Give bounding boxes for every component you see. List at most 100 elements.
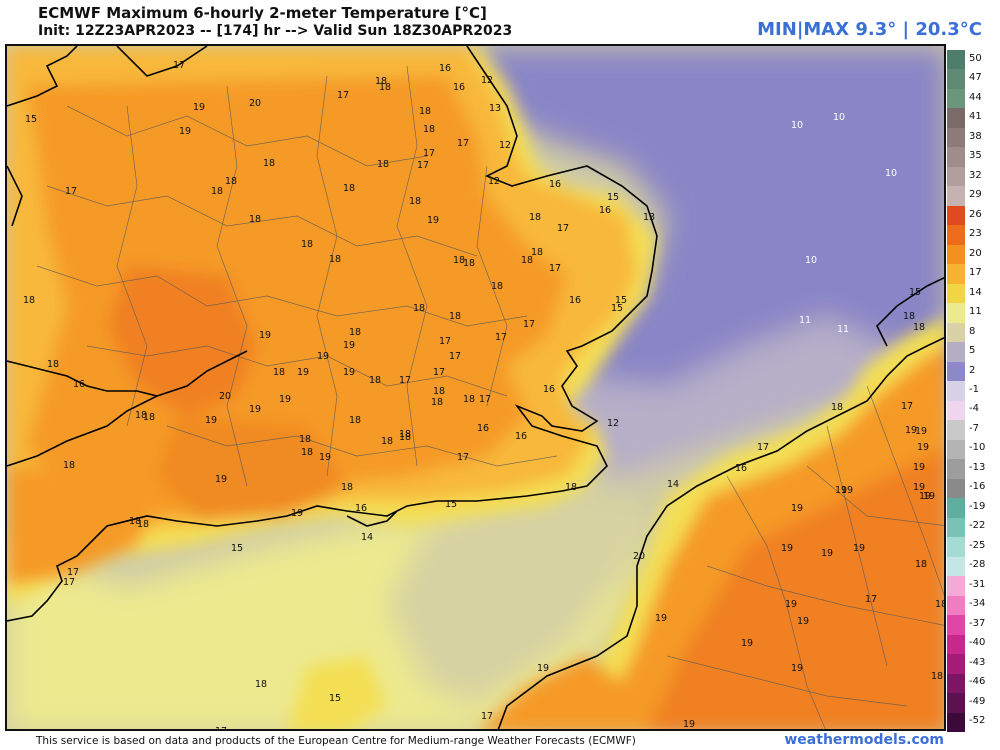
scale-swatch: [947, 498, 965, 519]
temperature-label: 10: [805, 255, 817, 266]
scale-swatch: [947, 420, 965, 441]
temperature-label: 17: [549, 263, 561, 274]
temperature-label: 12: [607, 418, 619, 429]
temperature-label: 15: [25, 114, 37, 125]
scale-swatch: [947, 537, 965, 558]
temperature-label: 19: [279, 394, 291, 405]
temperature-label: 18: [831, 402, 843, 413]
temperature-label: 10: [833, 112, 845, 123]
scale-label: -1: [969, 384, 979, 395]
temperature-label: 12: [481, 75, 493, 86]
scale-label: -25: [969, 539, 986, 551]
temperature-label: 17: [173, 60, 185, 71]
temperature-label: 19: [291, 508, 303, 519]
scale-label: -13: [969, 461, 986, 473]
temperature-label: 15: [445, 499, 457, 510]
continent-deep-orange: [648, 447, 944, 729]
south-england-deep-orange: [157, 416, 347, 521]
temperature-label: 19: [917, 442, 929, 453]
temperature-label: 17: [67, 567, 79, 578]
temperature-label: 18: [375, 76, 387, 87]
scale-label: -37: [969, 617, 986, 629]
temperature-label: 18: [255, 679, 267, 690]
scale-swatch: [947, 244, 965, 265]
temperature-label: 18: [23, 295, 35, 306]
temperature-label: 18: [299, 434, 311, 445]
temperature-label: 19: [853, 543, 865, 554]
temperature-label: 13: [643, 212, 655, 223]
temperature-label: 18: [413, 303, 425, 314]
temperature-label: 18: [329, 254, 341, 265]
temperature-label: 17: [65, 186, 77, 197]
scale-swatch: [947, 127, 965, 148]
temperature-label: 14: [667, 479, 679, 490]
scale-label: 38: [969, 130, 982, 142]
temperature-label: 16: [73, 379, 85, 390]
temperature-label: 17: [481, 711, 493, 722]
scale-swatch: [947, 673, 965, 694]
scale-label: 44: [969, 91, 982, 103]
scale-swatch: [947, 595, 965, 616]
temperature-label: 17: [63, 577, 75, 588]
scale-swatch: [947, 381, 965, 402]
temperature-label: 13: [489, 103, 501, 114]
temperature-label: 17: [557, 223, 569, 234]
scale-label: 11: [969, 306, 982, 318]
temperature-label: 18: [449, 311, 461, 322]
temperature-label: 18: [349, 415, 361, 426]
scale-label: 2: [969, 364, 976, 376]
north-sea-cool-field: [567, 316, 944, 476]
temperature-label: 18: [565, 482, 577, 493]
site-link[interactable]: weathermodels.com: [784, 732, 944, 748]
temperature-label: 17: [399, 375, 411, 386]
scale-label: -31: [969, 578, 986, 590]
temperature-label: 15: [611, 303, 623, 314]
temperature-label: 19: [427, 215, 439, 226]
temperature-label: 16: [735, 463, 747, 474]
north-sea-cold-field: [477, 46, 944, 396]
scale-label: -19: [969, 500, 986, 512]
temperature-label: 18: [263, 158, 275, 169]
temperature-label: 16: [439, 63, 451, 74]
temperature-label: 18: [903, 311, 915, 322]
temperature-label: 16: [355, 503, 367, 514]
temperature-label: 17: [901, 401, 913, 412]
temperature-label: 18: [379, 82, 391, 93]
temperature-label: 12: [488, 176, 500, 187]
temperature-label: 20: [633, 551, 645, 562]
ecmwf-disclaimer: This service is based on data and produc…: [36, 735, 636, 747]
temperature-label: 12: [499, 140, 511, 151]
temperature-label: 18: [913, 322, 925, 333]
temperature-label: 18: [137, 519, 149, 530]
temperature-label: 18: [453, 255, 465, 266]
temperature-label: 18: [381, 436, 393, 447]
temperature-label: 18: [225, 176, 237, 187]
scale-label: 50: [969, 52, 982, 64]
temperature-label: 18: [409, 196, 421, 207]
temperature-label: 19: [319, 452, 331, 463]
temperature-label: 18: [211, 186, 223, 197]
scale-label: -22: [969, 520, 986, 532]
scale-swatch: [947, 88, 965, 109]
temperature-label: 18: [491, 281, 503, 292]
temperature-label: 11: [837, 324, 849, 335]
scale-swatch: [947, 634, 965, 655]
temperature-label: 17: [433, 367, 445, 378]
scale-swatch: [947, 459, 965, 480]
temperature-label: 18: [529, 212, 541, 223]
temperature-label: 16: [453, 82, 465, 93]
scale-label: -49: [969, 695, 986, 707]
temperature-label: 11: [799, 315, 811, 326]
scale-label: -52: [969, 715, 986, 727]
temperature-label: 19: [913, 482, 925, 493]
scale-swatch: [947, 654, 965, 675]
temperature-label: 15: [615, 295, 627, 306]
scale-label: 14: [969, 286, 982, 298]
scale-label: -28: [969, 559, 986, 571]
temperature-label: 15: [231, 543, 243, 554]
scale-swatch: [947, 361, 965, 382]
temperature-label: 19: [905, 425, 917, 436]
temperature-label: 14: [361, 532, 373, 543]
scale-label: 47: [969, 72, 982, 84]
temperature-label: 18: [915, 559, 927, 570]
